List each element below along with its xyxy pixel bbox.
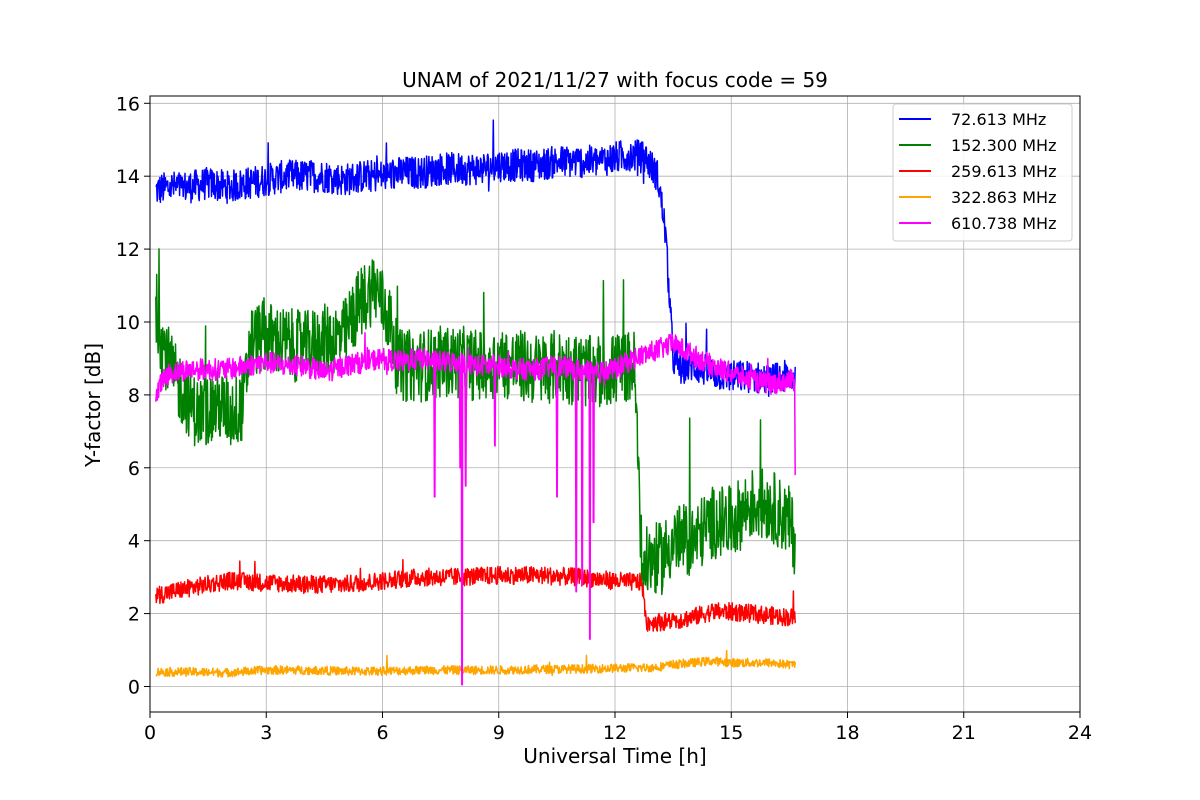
series-layer xyxy=(155,119,796,686)
chart-title: UNAM of 2021/11/27 with focus code = 59 xyxy=(402,68,828,92)
y-tick-label: 4 xyxy=(128,531,140,553)
x-tick-label: 6 xyxy=(376,722,388,744)
x-tick-label: 12 xyxy=(603,722,627,744)
series-line xyxy=(155,119,796,398)
legend: 72.613 MHz 152.300 MHz 259.613 MHz 322.863 … xyxy=(892,103,1073,242)
legend-label: 610.738 MHz xyxy=(951,214,1056,233)
y-tick-label: 6 xyxy=(128,458,140,480)
x-tick-label: 0 xyxy=(144,722,156,744)
legend-label: 259.613 MHz xyxy=(951,162,1056,181)
x-tick-label: 15 xyxy=(719,722,743,744)
legend-label: 72.613 MHz xyxy=(951,110,1046,129)
y-tick-label: 0 xyxy=(128,676,140,698)
y-tick-label: 2 xyxy=(128,604,140,626)
legend-label: 152.300 MHz xyxy=(951,136,1056,155)
y-tick-label: 12 xyxy=(116,239,140,261)
x-tick-label: 18 xyxy=(835,722,859,744)
legend-label: 322.863 MHz xyxy=(951,188,1056,207)
x-tick-label: 3 xyxy=(260,722,272,744)
x-axis-label: Universal Time [h] xyxy=(523,744,706,768)
y-tick-label: 10 xyxy=(116,312,140,334)
legend-box xyxy=(892,103,1073,242)
series-line xyxy=(155,248,796,596)
x-tick-label: 21 xyxy=(952,722,976,744)
x-tick-label: 9 xyxy=(493,722,505,744)
y-tick-label: 14 xyxy=(116,166,140,188)
y-tick-label: 16 xyxy=(116,93,140,115)
series-line xyxy=(155,558,796,632)
y-tick-label: 8 xyxy=(128,385,140,407)
series-line xyxy=(155,331,796,686)
y-axis-label: Y-factor [dB] xyxy=(81,343,105,468)
series-line xyxy=(155,649,796,678)
x-tick-label: 24 xyxy=(1068,722,1092,744)
